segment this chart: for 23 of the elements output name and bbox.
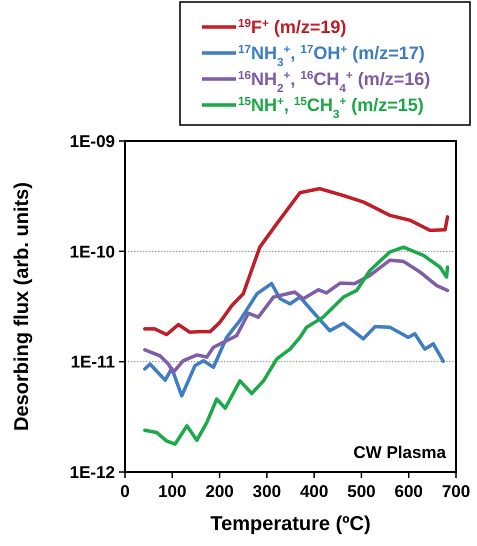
x-tick-label: 0 xyxy=(120,482,130,501)
line-series xyxy=(143,245,450,446)
x-tick-label: 700 xyxy=(442,482,470,501)
y-tick-label: 1E-11 xyxy=(70,352,115,372)
annotation: CW Plasma xyxy=(353,443,447,462)
x-tick-label: 600 xyxy=(394,482,423,501)
x-tick-label: 500 xyxy=(347,482,376,501)
text: $^{17}$NH$_{3}$$^{+}$, $^{17}$OH$^{+}$ (m/z=17) xyxy=(238,42,425,68)
y-tick-label: 1E-12 xyxy=(70,463,115,482)
text: $^{15}$NH$^{+}$, $^{15}$CH$_{3}$$^{+}$ (m/z=15) xyxy=(238,94,424,120)
line-series xyxy=(143,258,450,374)
x-tick-label: 200 xyxy=(205,482,234,501)
line-series xyxy=(143,282,445,398)
x-tick-label: 100 xyxy=(158,482,186,501)
text: $^{16}$NH$_{2}$$^{+}$, $^{16}$CH$_{4}$$^{+}$ (m/z=16) xyxy=(238,68,430,94)
legend-label: $^{19}$F$^{+}$ (m/z=19) xyxy=(238,16,346,37)
y-tick-label: 1E-10 xyxy=(70,242,115,262)
line-series xyxy=(143,186,450,336)
y-tick-label: 1E-09 xyxy=(70,132,115,151)
x-axis-title: Temperature (ºC) xyxy=(210,513,371,535)
y-axis-title: Desorbing flux (arb. units) xyxy=(11,182,33,431)
x-tick-label: 400 xyxy=(300,482,328,501)
x-tick-label: 300 xyxy=(252,482,282,501)
